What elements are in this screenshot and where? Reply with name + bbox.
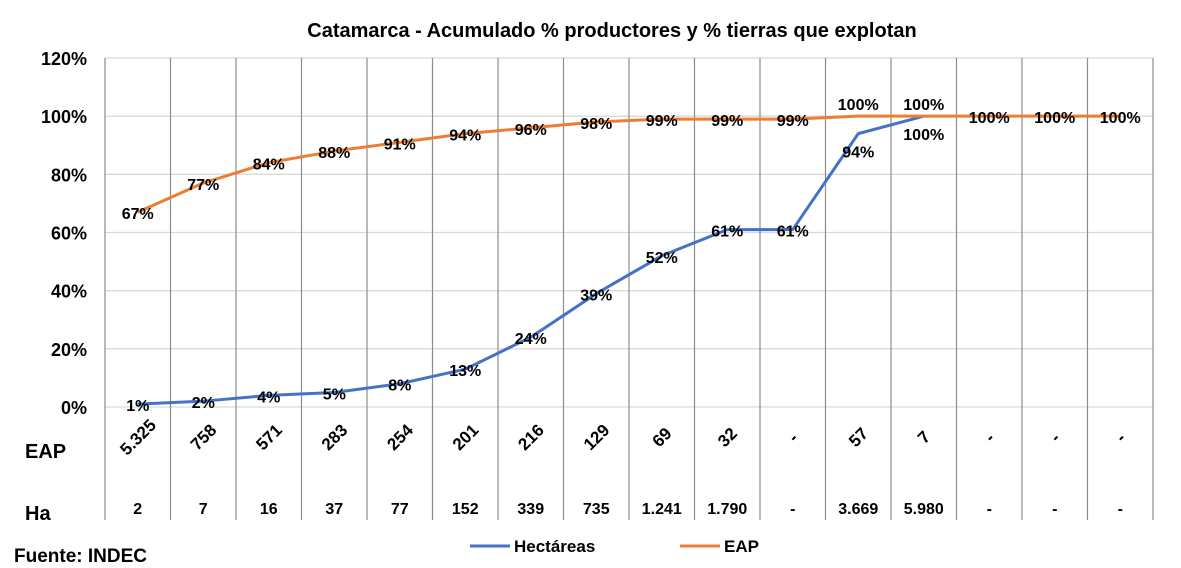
data-label: 100% — [1100, 110, 1141, 127]
eap-cell: 201 — [449, 421, 482, 454]
data-label: 24% — [515, 331, 547, 348]
data-label: 61% — [777, 224, 809, 241]
data-label: 61% — [711, 224, 743, 241]
data-label: 99% — [646, 113, 678, 130]
ha-cell: - — [1118, 501, 1123, 518]
ha-cell: 2 — [133, 501, 142, 518]
eap-cell: 5.325 — [116, 416, 160, 460]
data-label: 1% — [126, 398, 149, 415]
chart-title: Catamarca - Acumulado % productores y % … — [307, 20, 916, 42]
eap-cell: - — [784, 429, 801, 446]
eap-cell: 283 — [318, 421, 351, 454]
ha-cell: 1.790 — [707, 501, 747, 518]
eap-cell: 571 — [252, 421, 285, 454]
source-note: Fuente: INDEC — [14, 546, 147, 567]
eap-cell: 57 — [845, 424, 872, 451]
ha-cell: - — [987, 501, 992, 518]
data-label: 94% — [842, 145, 874, 162]
eap-cell: 758 — [187, 421, 220, 454]
row-label: Ha — [25, 503, 51, 525]
data-label: 100% — [969, 110, 1010, 127]
data-label: 13% — [449, 363, 481, 380]
eap-cell: 32 — [714, 424, 741, 451]
ha-cell: 16 — [260, 501, 278, 518]
y-tick-label: 0% — [61, 398, 87, 418]
ha-cell: 77 — [391, 501, 409, 518]
series-lines — [137, 114, 1121, 406]
data-label: 4% — [257, 389, 280, 406]
y-tick-label: 40% — [51, 282, 87, 302]
eap-cell: 7 — [914, 427, 934, 447]
y-axis-ticks: 0% 20% 40% 60% 80% 100% 120% — [41, 49, 87, 418]
ha-cell: - — [1052, 501, 1057, 518]
data-label: 99% — [777, 113, 809, 130]
eap-cell: - — [981, 429, 998, 446]
data-label: 98% — [580, 116, 612, 133]
y-tick-label: 80% — [51, 165, 87, 185]
data-label: 84% — [253, 157, 285, 174]
data-label: 99% — [711, 113, 743, 130]
ha-cell: 339 — [517, 501, 544, 518]
legend-label: Hectáreas — [514, 537, 595, 556]
data-label: 94% — [449, 128, 481, 145]
series-line-eap — [137, 114, 1121, 214]
data-label: 67% — [122, 206, 154, 223]
series-line-hectáreas — [137, 114, 925, 406]
ha-cell: 3.669 — [838, 501, 878, 518]
ha-cell: 37 — [325, 501, 343, 518]
eap-cell: - — [1112, 429, 1129, 446]
y-tick-label: 60% — [51, 224, 87, 244]
data-label: 96% — [515, 122, 547, 139]
ha-cell: - — [790, 501, 795, 518]
data-label: 100% — [903, 127, 944, 144]
data-label: 5% — [323, 386, 346, 403]
data-label: 100% — [838, 97, 879, 114]
data-label: 77% — [187, 177, 219, 194]
legend-label: EAP — [724, 537, 759, 556]
gridlines — [104, 57, 1154, 520]
eap-cell: 254 — [383, 420, 417, 454]
y-tick-label: 120% — [41, 49, 87, 69]
row-label: EAP — [25, 441, 66, 463]
ha-cell: 152 — [452, 501, 479, 518]
ha-cell: 7 — [199, 501, 208, 518]
data-label: 88% — [318, 145, 350, 162]
data-label: 91% — [384, 136, 416, 153]
legend: Hectáreas EAP — [470, 537, 759, 556]
eap-cell: 129 — [580, 421, 613, 454]
data-label: 100% — [1034, 110, 1075, 127]
ha-cell: 5.980 — [904, 501, 944, 518]
data-label: 8% — [388, 378, 411, 395]
ha-cell: 1.241 — [642, 501, 682, 518]
eap-cell: 69 — [649, 424, 676, 451]
data-labels: 1% 2% 4% 5% 8% 13% 24% 39% 52% 61% 61% 94% 100% 67% 77… — [122, 97, 1141, 415]
data-label: 2% — [192, 395, 215, 412]
eap-cell: - — [1046, 429, 1063, 446]
ha-cell: 735 — [583, 501, 610, 518]
data-label: 52% — [646, 250, 678, 267]
eap-cell: 216 — [514, 421, 547, 454]
y-tick-label: 100% — [41, 107, 87, 127]
data-label: 100% — [903, 97, 944, 114]
data-label: 39% — [580, 288, 612, 305]
data-table: EAP 5.325 758 571 283 254 201 216 129 69 32-57 7- - -… — [25, 416, 1129, 525]
y-tick-label: 20% — [51, 340, 87, 360]
